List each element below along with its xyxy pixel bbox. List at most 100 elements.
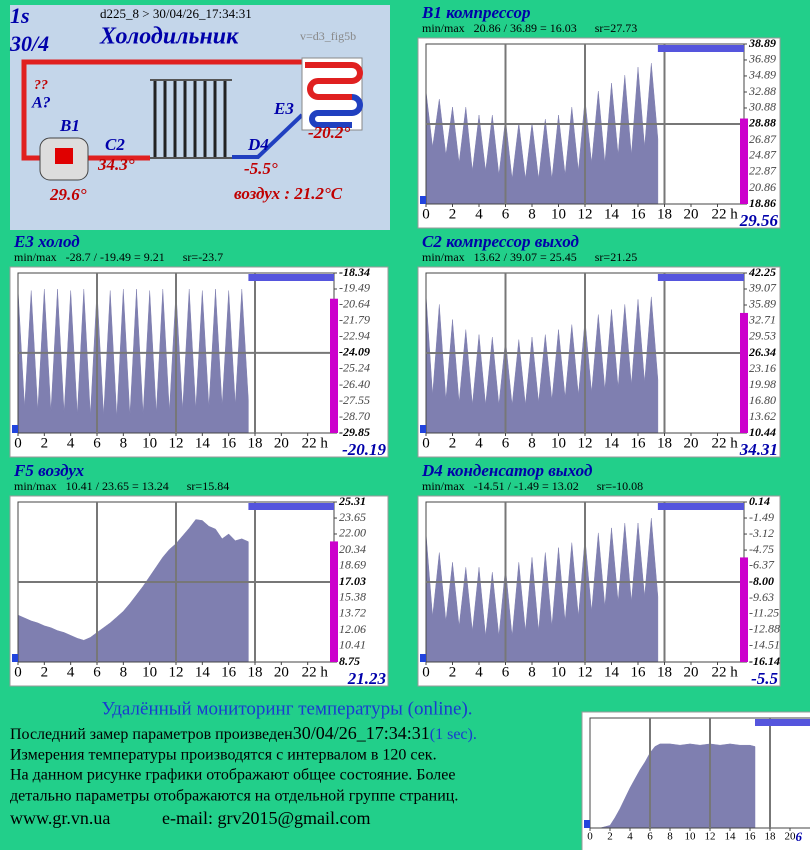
current-bar bbox=[330, 298, 338, 433]
b1-label: B1 bbox=[59, 116, 80, 135]
evaporator-coil-hot bbox=[305, 62, 363, 100]
y-tick-label: 18.69 bbox=[339, 558, 366, 572]
y-tick-label: -18.34 bbox=[339, 265, 370, 279]
y-tick-label: 38.89 bbox=[748, 36, 776, 50]
y-tick-label: 20.86 bbox=[749, 180, 776, 194]
time-marker bbox=[248, 503, 334, 510]
site[interactable]: www.gr.vn.ua bbox=[10, 808, 110, 828]
current-value: 21.23 bbox=[347, 669, 387, 688]
y-tick-label: 30.88 bbox=[748, 100, 776, 114]
x-tick-label: 18 bbox=[657, 664, 672, 680]
x-tick-label: 22 h bbox=[712, 664, 739, 680]
y-tick-label: 18.86 bbox=[749, 196, 776, 210]
x-tick-label: 0 bbox=[587, 831, 593, 843]
current-bar bbox=[740, 118, 748, 204]
y-tick-label: 28.88 bbox=[748, 116, 776, 130]
x-tick-label: 16 bbox=[221, 664, 237, 680]
y-tick-label: 12.06 bbox=[339, 622, 366, 636]
y-tick-label: -26.40 bbox=[339, 377, 370, 391]
x-tick-label: 2 bbox=[449, 206, 457, 222]
y-tick-label: 22.00 bbox=[339, 526, 366, 540]
y-tick-label: -14.51 bbox=[749, 638, 780, 652]
chart-subtitle: min/max -28.7 / -19.49 = 9.21 sr=-23.7 bbox=[14, 250, 223, 264]
x-tick-label: 14 bbox=[604, 664, 620, 680]
y-tick-label: 34.89 bbox=[748, 68, 776, 82]
x-tick-label: 6 bbox=[502, 435, 510, 451]
e3-value: -20.2° bbox=[308, 123, 350, 142]
x-tick-label: 16 bbox=[631, 664, 647, 680]
y-tick-label: 36.89 bbox=[748, 52, 776, 66]
x-tick-label: 18 bbox=[765, 831, 777, 843]
y-tick-label: -8.00 bbox=[749, 574, 774, 588]
email[interactable]: e-mail: grv2015@gmail.com bbox=[162, 808, 371, 828]
x-tick-label: 16 bbox=[631, 435, 647, 451]
footer-line: Измерения температуры производятся с инт… bbox=[10, 747, 437, 764]
a-label: A? bbox=[31, 95, 51, 112]
y-tick-label: 26.34 bbox=[748, 345, 776, 359]
diagram-title: Холодильник bbox=[99, 24, 239, 50]
y-tick-label: 20.34 bbox=[339, 542, 366, 556]
y-tick-label: 19.98 bbox=[749, 377, 776, 391]
current-value: 34.31 bbox=[739, 440, 778, 459]
time-marker bbox=[657, 503, 744, 510]
chart-title: D4 конденсатор выход bbox=[421, 461, 593, 480]
x-tick-label: 6 bbox=[502, 206, 510, 222]
time-marker bbox=[248, 274, 334, 281]
area bbox=[17, 289, 249, 434]
y-tick-label: -20.64 bbox=[339, 297, 370, 311]
y-tick-label: -6.37 bbox=[749, 558, 775, 572]
x-tick-label: 14 bbox=[195, 664, 211, 680]
marker bbox=[12, 654, 18, 662]
x-tick-label: 22 h bbox=[712, 206, 739, 222]
y-tick-label: -1.49 bbox=[749, 510, 774, 524]
x-tick-label: 0 bbox=[422, 206, 430, 222]
x-tick-label: 2 bbox=[607, 831, 613, 843]
period: (1 sec). bbox=[430, 726, 477, 743]
evaporator-coil-cold bbox=[309, 94, 363, 128]
b1-value: 29.6° bbox=[49, 185, 87, 204]
y-tick-label: -24.09 bbox=[339, 345, 370, 359]
x-tick-label: 20 bbox=[684, 435, 699, 451]
footer-heading: Удалённый мониторинг температуры (online… bbox=[101, 698, 472, 719]
x-tick-label: 10 bbox=[551, 435, 566, 451]
air: воздух : 21.2°C bbox=[234, 184, 343, 203]
current-value: 6 bbox=[796, 829, 803, 844]
x-tick-label: 12 bbox=[169, 664, 184, 680]
x-tick-label: 12 bbox=[705, 831, 716, 843]
marker bbox=[420, 196, 426, 204]
x-tick-label: 12 bbox=[578, 664, 593, 680]
footer: Удалённый мониторинг температуры (online… bbox=[10, 698, 477, 828]
y-tick-label: 23.65 bbox=[339, 510, 366, 524]
current-bar bbox=[740, 557, 748, 662]
x-tick-label: 8 bbox=[120, 435, 128, 451]
chart-subtitle: min/max 20.86 / 36.89 = 16.03 sr=27.73 bbox=[422, 21, 637, 35]
diagram: 1s 30/4 d225_8 > 30/04/26_17:34:31 Холод… bbox=[9, 3, 390, 230]
x-tick-label: 16 bbox=[631, 206, 647, 222]
area bbox=[590, 743, 756, 829]
x-tick-label: 12 bbox=[578, 435, 593, 451]
marker bbox=[584, 820, 590, 828]
y-tick-label: -29.85 bbox=[339, 425, 370, 439]
current-value: -5.5 bbox=[751, 669, 778, 688]
y-tick-label: 22.87 bbox=[749, 164, 777, 178]
x-tick-label: 8 bbox=[528, 435, 536, 451]
pipe-cold bbox=[232, 113, 304, 159]
y-tick-label: 10.44 bbox=[749, 425, 776, 439]
x-tick-label: 0 bbox=[14, 664, 22, 680]
y-tick-label: 13.62 bbox=[749, 409, 776, 423]
y-tick-label: -11.25 bbox=[749, 606, 779, 620]
x-tick-label: 4 bbox=[475, 664, 483, 680]
x-tick-label: 20 bbox=[274, 435, 289, 451]
marker bbox=[420, 654, 426, 662]
x-tick-label: 14 bbox=[725, 831, 737, 843]
d4-value: -5.5° bbox=[244, 159, 278, 178]
footer-line: детально параметры отображаются на отдел… bbox=[10, 788, 458, 805]
current-value: -20.19 bbox=[342, 440, 386, 459]
chart-subtitle: min/max 10.41 / 23.65 = 13.24 sr=15.84 bbox=[14, 479, 229, 493]
y-tick-label: -16.14 bbox=[749, 654, 780, 668]
y-tick-label: 16.80 bbox=[749, 393, 776, 407]
text: Последний замер параметров произведен bbox=[10, 726, 293, 743]
